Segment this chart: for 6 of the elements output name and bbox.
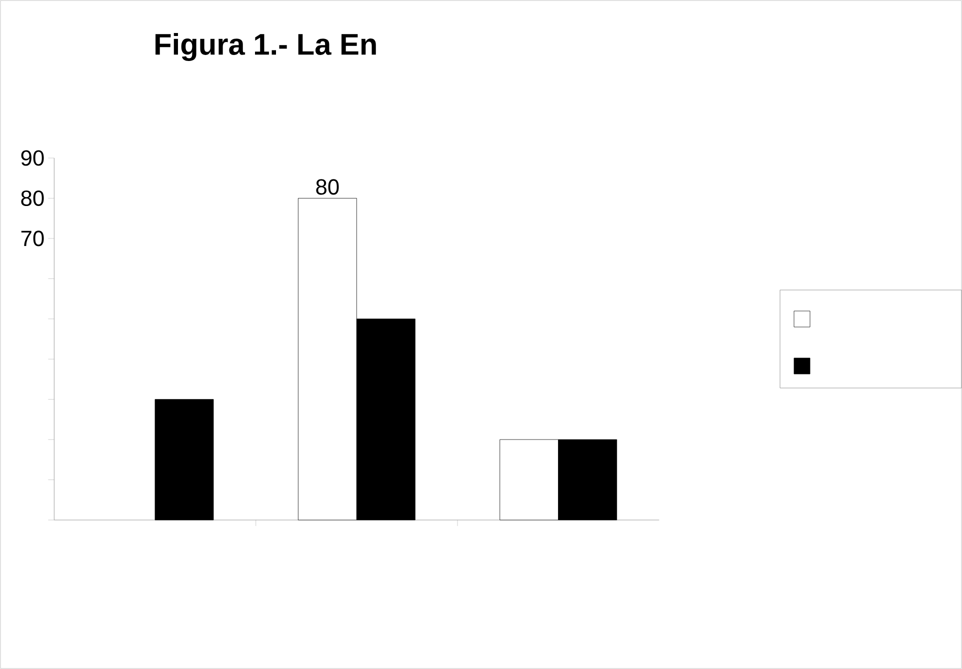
y-tick-label: 90 <box>21 150 44 166</box>
chart-title: Figura 1.- La En <box>156 33 376 61</box>
y-tick-label: 70 <box>21 230 44 246</box>
y-tick-label: 80 <box>21 190 44 206</box>
data-label: 80 <box>316 179 339 195</box>
bar <box>154 399 214 520</box>
